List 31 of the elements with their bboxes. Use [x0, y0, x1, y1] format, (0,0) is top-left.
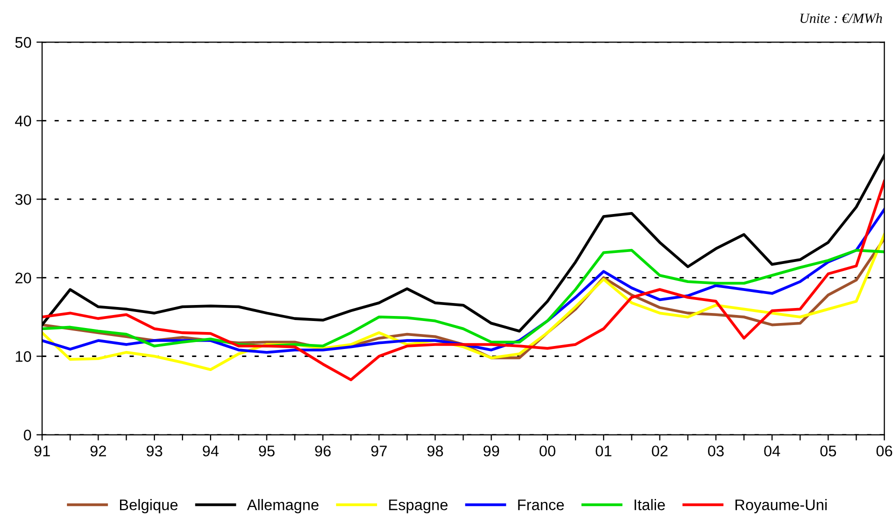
- x-tick-label: 00: [540, 446, 556, 456]
- x-tick-label: 92: [90, 446, 106, 456]
- y-tick-label: 40: [15, 116, 32, 126]
- x-tick-label: 06: [876, 446, 892, 456]
- x-tick-label: 01: [596, 446, 612, 456]
- line-series: [42, 248, 884, 348]
- legend-label: Espagne: [389, 500, 448, 514]
- x-tick-label: 96: [315, 446, 331, 456]
- y-tick-label: 20: [15, 272, 32, 284]
- legend-label: Royaume-Uni: [736, 499, 827, 514]
- x-tick-label: 03: [708, 446, 724, 456]
- y-tick-label: 30: [15, 194, 32, 205]
- x-tick-label: 02: [652, 446, 668, 456]
- x-tick-label: 93: [146, 446, 162, 456]
- x-tick-label: 97: [371, 446, 387, 456]
- x-tick-label: 91: [34, 446, 50, 456]
- legend-label: Italie: [634, 499, 665, 510]
- y-tick-label: 50: [15, 37, 32, 48]
- x-tick-label: 04: [764, 446, 780, 456]
- text: Unite : €/MWh: [800, 13, 882, 24]
- x-tick-label: 95: [258, 446, 275, 456]
- x-tick-label: 98: [427, 446, 443, 456]
- y-tick-label: 0: [24, 430, 32, 440]
- x-tick-label: 94: [202, 446, 219, 456]
- legend-label: Belgique: [120, 499, 178, 514]
- line-series: [42, 180, 884, 382]
- legend-label: Allemagne: [246, 499, 318, 514]
- legend-label: France: [518, 500, 564, 510]
- x-tick-label: 05: [820, 446, 836, 456]
- x-tick-label: 99: [484, 446, 500, 456]
- y-tick-label: 10: [16, 351, 32, 362]
